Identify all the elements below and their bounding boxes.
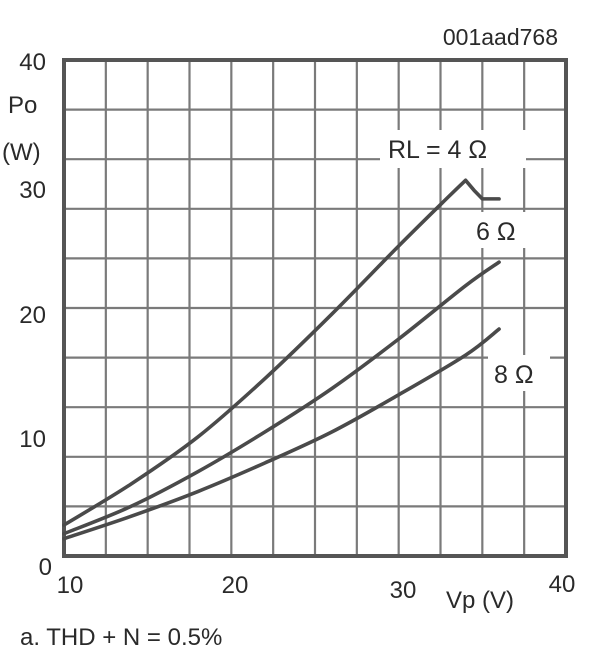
series-line-6ohm: [62, 260, 501, 536]
series-label-6ohm: 6 Ω: [476, 218, 516, 246]
x-axis-label-backdrop: [434, 576, 542, 616]
series-lines: [62, 178, 501, 541]
series-label-4ohm-backdrop: [380, 130, 526, 168]
y-axis-unit: (W): [2, 139, 41, 166]
y-tick-label: 0: [39, 554, 52, 581]
x-axis-label: Vp (V): [446, 587, 514, 614]
series-label-8ohm-backdrop: [488, 355, 550, 391]
chart-caption: a. THD + N = 0.5%: [20, 624, 222, 651]
y-tick-label: 10: [19, 426, 46, 453]
x-tick-label: 20: [222, 572, 249, 599]
chart-id-code: 001aad768: [443, 24, 558, 50]
y-tick-label: 30: [19, 177, 46, 204]
y-tick-label: 20: [19, 302, 46, 329]
y-tick-labels: 0 10 20 30 40: [19, 49, 52, 581]
x-tick-label: 10: [57, 572, 84, 599]
y-axis-label: Po: [8, 92, 37, 119]
series-line-8ohm: [62, 327, 501, 541]
series-line-4ohm: [62, 178, 501, 527]
x-tick-label: 40: [549, 571, 576, 598]
y-tick-label: 40: [19, 49, 46, 76]
x-tick-labels: 10 20 30 40: [57, 571, 576, 604]
plot-frame: [62, 58, 568, 558]
series-label-8ohm: 8 Ω: [494, 361, 534, 389]
x-tick-label: 30: [390, 577, 417, 604]
series-label-6ohm-backdrop: [470, 212, 532, 248]
series-label-4ohm: RL = 4 Ω: [388, 136, 487, 164]
